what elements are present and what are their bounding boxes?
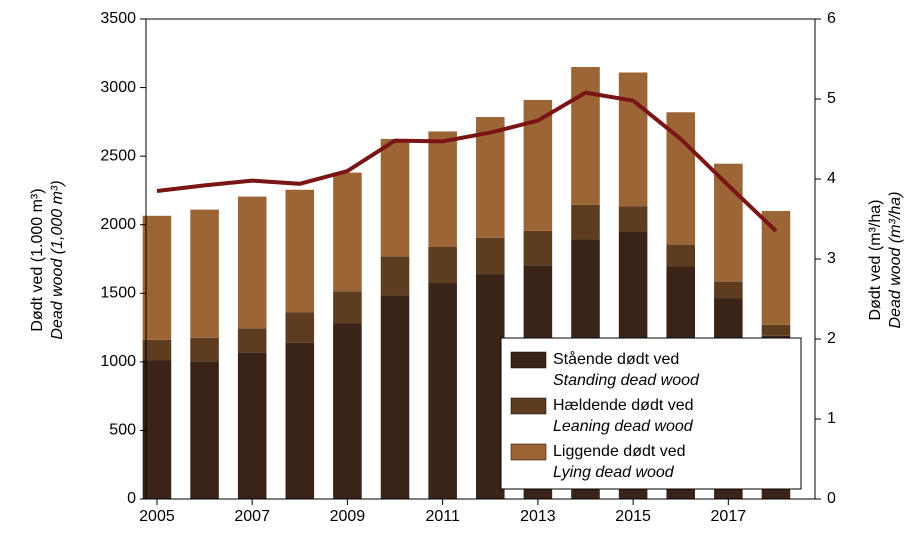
y2-tick-label: 4 (827, 170, 836, 187)
bar-segment (285, 189, 315, 313)
bar-segment (428, 246, 457, 283)
bar-segment (618, 206, 648, 232)
y2-tick-label: 2 (827, 330, 836, 347)
legend-label-en: Leaning dead wood (553, 418, 694, 435)
y-tick-label: 1000 (100, 353, 136, 370)
y2-tick-label: 1 (827, 410, 836, 427)
bar-segment (333, 323, 362, 499)
y-tick-label: 0 (127, 490, 136, 507)
bar-segment (475, 274, 505, 499)
y2-tick-label: 0 (827, 490, 836, 507)
legend-label: Liggende dødt ved (553, 443, 686, 460)
bar-segment (571, 204, 600, 240)
y2-tick-label: 5 (827, 90, 836, 107)
bar-segment (237, 196, 267, 329)
bar-segment (714, 281, 743, 299)
x-tick-label: 2009 (330, 508, 366, 525)
y-tick-label: 3000 (100, 79, 136, 96)
line-series (156, 90, 778, 233)
legend-box (500, 337, 802, 490)
legend-swatch (510, 397, 547, 415)
bar-segment (142, 360, 172, 499)
bar-segment (333, 172, 362, 292)
y-tick-label: 3500 (100, 10, 136, 27)
bar-segment (333, 291, 362, 324)
y2-axis-title: Dødt ved (m³/ha) (867, 200, 884, 321)
legend-label-en: Standing dead wood (553, 372, 700, 389)
bar-segment (142, 215, 172, 340)
bar-segment (142, 339, 172, 361)
bar-segment (237, 328, 267, 353)
legend-swatch (510, 351, 547, 369)
bar-segment (571, 67, 600, 205)
y-tick-label: 500 (109, 422, 136, 439)
bar-segment (428, 131, 457, 247)
bar-segment (714, 163, 743, 282)
legend-swatch (510, 443, 547, 461)
x-tick-label: 2011 (425, 508, 460, 525)
bar-segment (761, 211, 791, 325)
y-axis-title: Dødt ved (1.000 m³) (29, 188, 46, 331)
bar-segment (285, 342, 315, 499)
bar-segment (380, 295, 410, 499)
y2-tick-label: 3 (827, 250, 836, 267)
x-tick-label: 2017 (711, 508, 747, 525)
legend-label: Stående dødt ved (553, 350, 679, 368)
bar-segment (190, 337, 219, 362)
bar-segment (380, 256, 410, 296)
bar-segment (475, 237, 505, 275)
bar-segment (190, 361, 219, 499)
y-axis-title-en: Dead wood (1,000 m³) (49, 180, 66, 339)
x-tick-label: 2015 (615, 508, 651, 525)
legend-label: Hældende dødt ved (553, 397, 694, 414)
bar-segment (666, 244, 696, 267)
y-tick-label: 1500 (100, 285, 136, 302)
y2-tick-label: 6 (827, 10, 836, 27)
bar-segment (190, 209, 219, 338)
legend-label-en: Lying dead wood (553, 464, 675, 481)
y-tick-label: 2500 (100, 147, 136, 164)
x-tick-label: 2013 (520, 508, 556, 525)
bar-segment (523, 230, 553, 266)
bar-segment (428, 283, 457, 499)
y2-axis-title-en: Dead wood (m³/ha) (887, 192, 904, 329)
bar-segment (761, 324, 791, 336)
x-tick-label: 2005 (139, 508, 175, 525)
bar-segment (285, 312, 315, 343)
bar-segment (618, 72, 648, 207)
x-tick-label: 2007 (234, 508, 270, 525)
bar-segment (380, 139, 410, 257)
bar-segment (475, 117, 505, 238)
bar-segment (237, 352, 267, 499)
bar-segment (666, 112, 696, 245)
y-tick-label: 2000 (100, 216, 136, 233)
